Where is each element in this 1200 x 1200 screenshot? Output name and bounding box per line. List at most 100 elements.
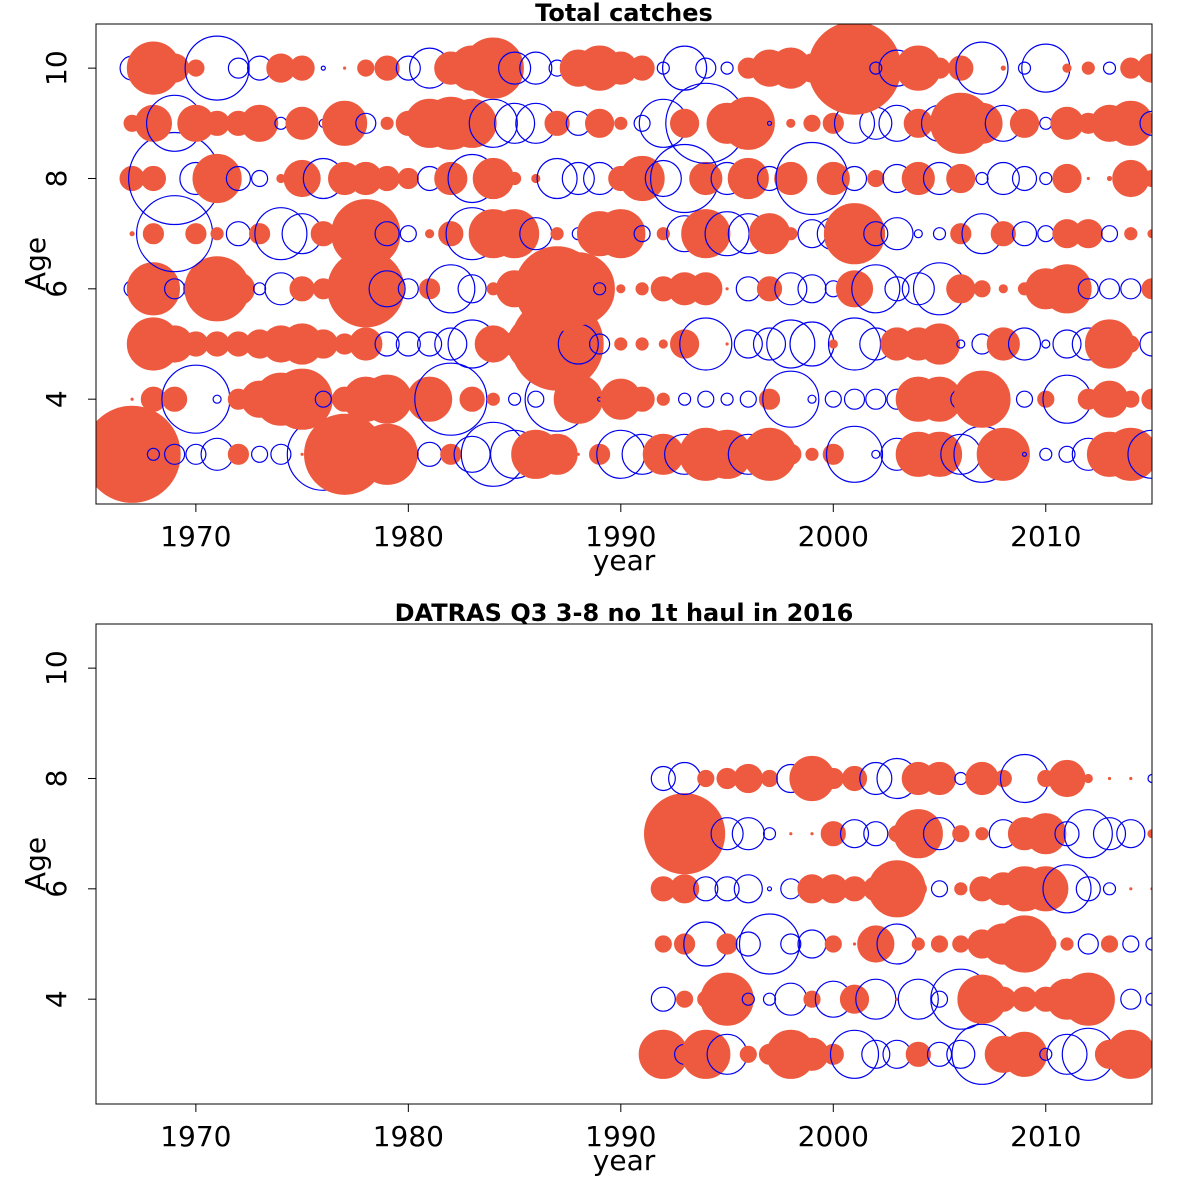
bubble-age7-2005	[932, 227, 947, 241]
bubble-age6-2001	[835, 270, 874, 308]
y-tick-label: 10	[40, 50, 73, 86]
bubble-age5-2011	[1052, 329, 1082, 359]
bubble-age6-2003	[884, 276, 910, 302]
bubble-age5-2000	[824, 935, 842, 953]
bubble-age4-1983	[459, 386, 485, 412]
bubble-age5-1992	[654, 935, 672, 953]
bubble-age7-2006	[952, 825, 970, 843]
bubble-age8-2002	[867, 169, 885, 188]
bubble-age7-1973	[249, 223, 271, 245]
bubble-age7-1996	[731, 817, 765, 851]
bubble-age7-2006	[950, 223, 972, 245]
bubble-age9-1999	[803, 114, 821, 132]
bubble-age3-1992	[642, 433, 684, 475]
bubble-age5-1993	[673, 933, 696, 955]
bubble-age4-2012	[1061, 972, 1115, 1026]
bubble-age8-2001	[841, 765, 868, 792]
bubble-age10-2008	[1000, 65, 1006, 71]
bubble-age7-2000	[820, 821, 846, 847]
bubble-age7-1985	[489, 209, 540, 259]
bubble-age7-1974	[254, 207, 308, 261]
bubble-layer	[638, 753, 1152, 1085]
bubble-age7-2014	[1116, 819, 1146, 849]
panel-total-catches: Total catches 1970 1980 1990 2000 2010 4 6 8 10…	[19, 0, 1153, 577]
bubble-age9-2015	[1139, 110, 1152, 136]
bubble-age5-1999	[797, 929, 827, 959]
y-tick-label: 6	[40, 280, 73, 298]
bubble-age9-1987	[544, 110, 570, 136]
x-axis-label: year	[593, 544, 656, 577]
bubble-age8-2007	[975, 171, 989, 186]
bubble-age6-1995	[714, 876, 740, 902]
bubble-age8-2015	[1143, 169, 1152, 188]
bubble-layer	[96, 24, 1152, 503]
bubble-age8-2008	[994, 769, 1012, 788]
bubble-age4-1999	[807, 394, 817, 404]
bubble-age9-2000	[822, 112, 844, 134]
bubble-age7-1980	[399, 225, 417, 243]
bubble-age4-2005	[930, 990, 949, 1008]
bubble-age3-2014	[1106, 1029, 1152, 1079]
bubble-age4-2002	[865, 388, 887, 410]
y-axis-label: Age	[19, 237, 52, 291]
bubble-age10-2015	[1137, 53, 1152, 83]
bubble-age5-2010	[1035, 933, 1057, 955]
bubble-age4-1995	[700, 972, 754, 1026]
bubble-age8-1997	[760, 769, 779, 788]
bubble-age5-1993	[669, 329, 700, 359]
bubble-age7-1995	[710, 817, 744, 851]
bubble-age10-1991	[629, 55, 655, 81]
bubble-age9-1978	[355, 112, 377, 134]
bubble-age4-1979	[362, 374, 412, 424]
bubble-age5-2000	[828, 339, 838, 349]
bubble-age9-1973	[241, 104, 279, 142]
bubble-age8-1994	[689, 161, 723, 196]
bubble-age4-1998	[762, 370, 820, 428]
bubble-age3-1967	[96, 405, 181, 503]
bubble-age10-2001	[807, 24, 902, 115]
y-tick-label: 4	[40, 390, 73, 408]
bubble-age3-2015	[1141, 1043, 1152, 1065]
x-tick-label: 1980	[373, 1120, 444, 1153]
bubble-age5-1971	[204, 331, 230, 357]
bubble-age6-2014	[1129, 887, 1133, 891]
bubble-age4-2008	[1001, 397, 1005, 401]
bubble-age5-2005	[930, 935, 949, 953]
bubble-age7-2002	[863, 821, 889, 847]
bubble-age9-1984	[468, 98, 518, 148]
bubble-age9-2009	[1009, 108, 1040, 138]
bubble-age7-2010	[1025, 813, 1067, 855]
x-axis: 1970 1980 1990 2000 2010	[160, 1104, 1081, 1153]
bubble-age5-1970	[183, 331, 209, 357]
bubble-age8-1984	[472, 157, 514, 200]
bubble-age5-1996	[735, 931, 761, 957]
bubble-age7-1971	[210, 227, 224, 241]
bubble-age5-2015	[1139, 331, 1152, 357]
x-tick-label: 1990	[585, 520, 656, 553]
bubble-age9-1993	[669, 108, 700, 138]
bubble-age3-2000	[822, 1043, 844, 1065]
x-tick-label: 1980	[373, 520, 444, 553]
bubble-age8-1967	[119, 165, 145, 192]
bubble-age6-1973	[253, 282, 267, 296]
bubble-age5-2005	[918, 323, 961, 365]
bubble-age5-1989	[588, 333, 611, 355]
bubble-age9-2014	[1108, 100, 1152, 146]
bubble-age7-2008	[990, 221, 1016, 247]
bubble-age6-2011	[1042, 864, 1092, 914]
bubble-age6-1997	[766, 886, 773, 892]
bubble-age3-1969	[164, 443, 186, 465]
bubble-age4-2014	[1122, 390, 1140, 408]
bubble-age8-2004	[901, 161, 935, 196]
bubble-age6-2011	[1042, 264, 1092, 314]
bubble-age4-1984	[486, 392, 500, 406]
bubble-age4-1976	[314, 390, 332, 408]
bubble-age4-1992	[656, 392, 670, 406]
bubble-age9-1991	[633, 114, 651, 132]
bubble-age7-2004	[893, 809, 943, 859]
bubble-age8-1996	[727, 157, 769, 200]
bubble-age7-2001	[839, 819, 870, 849]
bubble-age4-2015	[1141, 388, 1152, 410]
bubble-age5-2015	[1145, 937, 1152, 951]
